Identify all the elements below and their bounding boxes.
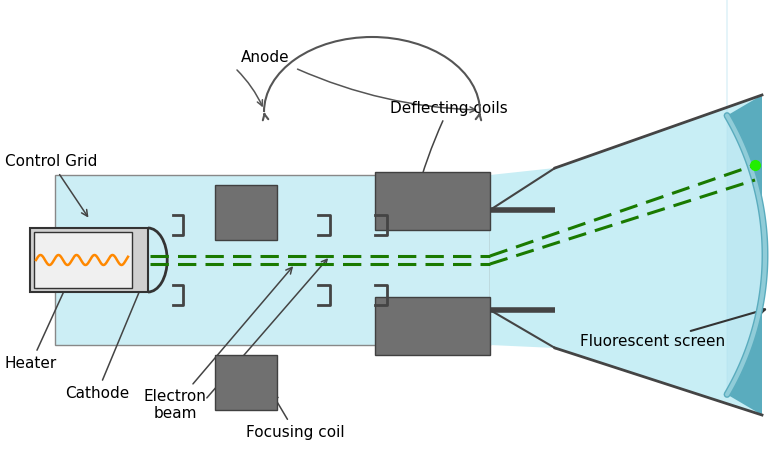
- Bar: [34, 232, 132, 288]
- Text: Fluorescent screen: Fluorescent screen: [580, 308, 765, 349]
- Text: Electron
beam: Electron beam: [144, 267, 292, 421]
- Text: Cathode: Cathode: [65, 282, 144, 400]
- Polygon shape: [727, 95, 765, 415]
- Bar: [215, 355, 277, 410]
- Text: Deflecting coils: Deflecting coils: [390, 100, 508, 196]
- Polygon shape: [490, 95, 762, 415]
- Polygon shape: [55, 175, 490, 345]
- Bar: [215, 185, 277, 240]
- Text: Heater: Heater: [5, 282, 68, 371]
- Text: Anode: Anode: [241, 50, 289, 65]
- Bar: [30, 228, 148, 292]
- Bar: [375, 297, 490, 355]
- Bar: [375, 172, 490, 230]
- Text: Control Grid: Control Grid: [5, 154, 98, 216]
- Text: Focusing coil: Focusing coil: [246, 394, 344, 440]
